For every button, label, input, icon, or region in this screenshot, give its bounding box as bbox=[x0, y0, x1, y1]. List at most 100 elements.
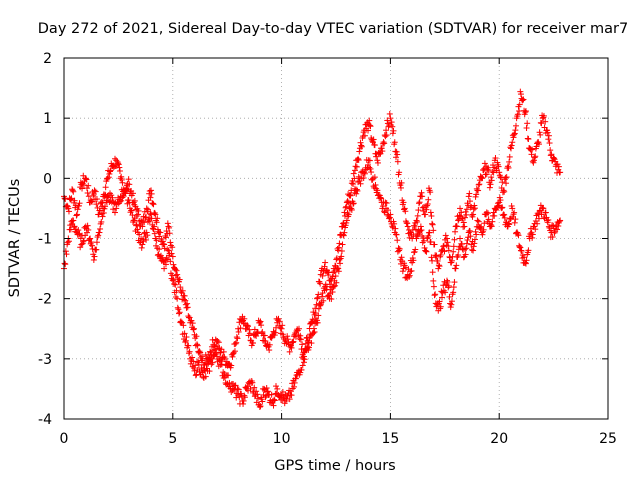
data-point bbox=[417, 227, 424, 234]
data-point bbox=[104, 193, 111, 200]
data-point bbox=[343, 203, 350, 210]
data-point bbox=[228, 362, 235, 369]
y-tick-label-neg1: -1 bbox=[38, 232, 52, 248]
data-point bbox=[134, 211, 141, 218]
data-point bbox=[164, 220, 171, 227]
data-point bbox=[123, 185, 130, 192]
data-point bbox=[383, 127, 390, 134]
data-point bbox=[547, 147, 554, 154]
data-point bbox=[505, 220, 512, 227]
data-point bbox=[352, 163, 359, 170]
data-point bbox=[240, 397, 247, 404]
data-point bbox=[234, 335, 241, 342]
data-point bbox=[522, 260, 529, 267]
data-point bbox=[545, 132, 552, 139]
data-point bbox=[190, 325, 197, 332]
data-point bbox=[501, 188, 508, 195]
data-point bbox=[478, 223, 485, 230]
x-tick-labels: 0 5 10 15 20 25 bbox=[60, 431, 617, 447]
data-point bbox=[143, 229, 150, 236]
data-point bbox=[125, 176, 132, 183]
data-point bbox=[371, 142, 378, 149]
data-point bbox=[161, 241, 168, 248]
data-point bbox=[93, 239, 100, 246]
data-point bbox=[357, 139, 364, 146]
data-point bbox=[232, 382, 239, 389]
data-point bbox=[475, 187, 482, 194]
data-point bbox=[190, 326, 197, 333]
data-point bbox=[434, 257, 441, 264]
y-tick-label-neg2: -2 bbox=[38, 292, 52, 308]
data-point bbox=[535, 141, 542, 148]
data-point bbox=[546, 140, 553, 147]
data-point bbox=[254, 391, 261, 398]
data-point bbox=[427, 238, 434, 245]
data-point bbox=[383, 200, 390, 207]
data-point bbox=[289, 339, 296, 346]
data-point bbox=[279, 331, 286, 338]
data-point bbox=[271, 397, 278, 404]
data-point bbox=[185, 342, 192, 349]
data-point bbox=[296, 325, 303, 332]
data-point bbox=[420, 207, 427, 214]
data-point bbox=[246, 330, 253, 337]
data-point bbox=[340, 232, 347, 239]
data-point bbox=[463, 206, 470, 213]
data-point bbox=[442, 289, 449, 296]
data-point bbox=[277, 392, 284, 399]
data-point bbox=[499, 204, 506, 211]
data-point bbox=[297, 332, 304, 339]
data-point bbox=[371, 174, 378, 181]
data-point bbox=[270, 402, 277, 409]
data-point bbox=[412, 246, 419, 253]
data-point bbox=[300, 359, 307, 366]
data-point bbox=[172, 266, 179, 273]
data-point bbox=[231, 348, 238, 355]
x-tick-label-5: 5 bbox=[168, 431, 177, 447]
data-point bbox=[444, 239, 451, 246]
data-point bbox=[235, 328, 242, 335]
data-point bbox=[75, 231, 82, 238]
data-point bbox=[319, 293, 326, 300]
data-point bbox=[356, 148, 363, 155]
data-point bbox=[325, 272, 332, 279]
data-point bbox=[174, 304, 181, 311]
data-point bbox=[403, 219, 410, 226]
data-point bbox=[523, 257, 530, 264]
data-point bbox=[516, 101, 523, 108]
data-point bbox=[387, 211, 394, 218]
data-point bbox=[451, 279, 458, 286]
data-point bbox=[88, 239, 95, 246]
data-point bbox=[95, 232, 102, 239]
data-point bbox=[544, 129, 551, 136]
data-point bbox=[278, 325, 285, 332]
data-point bbox=[422, 247, 429, 254]
data-point bbox=[126, 181, 133, 188]
data-point bbox=[378, 195, 385, 202]
data-point bbox=[481, 160, 488, 167]
data-point bbox=[332, 282, 339, 289]
data-point bbox=[446, 293, 453, 300]
axis-ticks bbox=[63, 57, 609, 420]
data-point bbox=[431, 292, 438, 299]
data-point bbox=[64, 202, 71, 209]
data-point bbox=[467, 233, 474, 240]
data-point bbox=[501, 211, 508, 218]
data-point bbox=[299, 341, 306, 348]
data-point bbox=[453, 223, 460, 230]
x-tick-label-25: 25 bbox=[599, 431, 617, 447]
data-point bbox=[186, 314, 193, 321]
data-point bbox=[511, 209, 518, 216]
data-point bbox=[521, 254, 528, 261]
data-point bbox=[485, 210, 492, 217]
data-point bbox=[116, 164, 123, 171]
data-point bbox=[414, 212, 421, 219]
data-point bbox=[65, 208, 72, 215]
data-point bbox=[240, 400, 247, 407]
data-point bbox=[97, 225, 104, 232]
data-point bbox=[370, 136, 377, 143]
data-point bbox=[443, 235, 450, 242]
data-point bbox=[315, 312, 322, 319]
data-point bbox=[518, 247, 525, 254]
data-point bbox=[550, 155, 557, 162]
